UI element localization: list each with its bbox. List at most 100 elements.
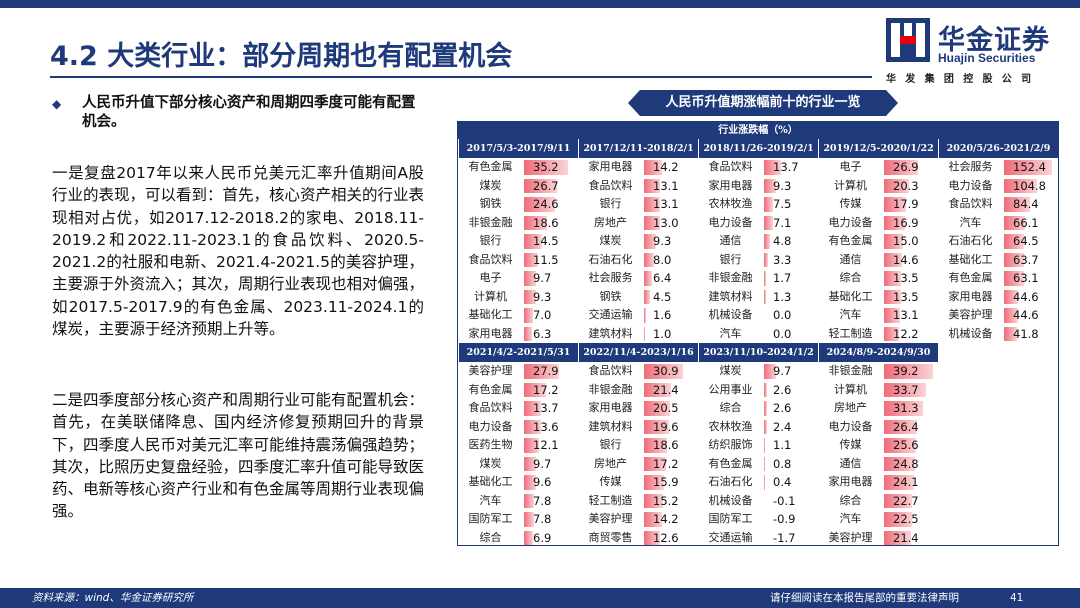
return-value: 12.2 xyxy=(893,326,919,341)
return-value: 0.0 xyxy=(773,326,792,341)
industry-name: 家用电器 xyxy=(588,160,633,173)
value-bar xyxy=(644,326,646,341)
industry-name: 基础化工 xyxy=(948,252,993,266)
industry-name: 综合 xyxy=(839,271,862,284)
industry-name: 食品饮料 xyxy=(468,252,513,266)
table-row: 美容护理 14.2 xyxy=(578,510,698,529)
industry-name: 非银金融 xyxy=(588,382,633,396)
value-bar xyxy=(644,215,661,230)
table-row: 非银金融 21.4 xyxy=(578,381,698,400)
legal-notice: 请仔细阅读在本报告尾部的重要法律声明 xyxy=(770,592,959,604)
return-value: 0.8 xyxy=(773,456,792,471)
value-bar xyxy=(884,512,913,527)
table-row: 银行 18.6 xyxy=(578,436,698,455)
table-row: 基础化工 13.5 xyxy=(818,288,938,307)
industry-name: 综合 xyxy=(839,493,862,507)
table-row: 计算机 33.7 xyxy=(818,381,938,400)
value-bar xyxy=(1004,178,1037,193)
return-value: 6.4 xyxy=(653,271,672,285)
table-row: 房地产 31.3 xyxy=(818,399,938,418)
return-value: 2.6 xyxy=(773,382,792,397)
return-value: 63.1 xyxy=(1013,271,1039,285)
value-bar xyxy=(884,271,901,286)
return-value: 24.6 xyxy=(533,197,559,211)
table-row: 有色金属 17.2 xyxy=(458,381,578,400)
return-value: 66.1 xyxy=(1013,215,1039,230)
industry-name: 汽车 xyxy=(839,512,862,525)
value-bar xyxy=(524,271,537,286)
value-bar xyxy=(884,308,901,323)
return-value: 41.8 xyxy=(1013,326,1039,341)
return-value: 31.3 xyxy=(893,401,919,415)
industry-name: 家用电器 xyxy=(588,401,633,414)
industry-name: 汽车 xyxy=(839,308,862,321)
return-value: 13.5 xyxy=(893,289,919,304)
table-row: 石油石化 8.0 xyxy=(578,251,698,270)
industry-name: 电力设备 xyxy=(828,419,873,433)
industry-name: 计算机 xyxy=(474,289,507,303)
industry-name: 电力设备 xyxy=(468,419,513,433)
value-bar xyxy=(644,475,664,490)
table-row: 房地产 13.0 xyxy=(578,214,698,233)
value-bar xyxy=(764,456,765,471)
value-bar xyxy=(524,289,536,304)
return-value: 1.6 xyxy=(653,308,672,322)
value-bar xyxy=(644,364,683,379)
industry-name: 美容护理 xyxy=(588,512,633,525)
return-value: 13.7 xyxy=(773,160,799,174)
period-header: 2023/11/10-2024/1/2 xyxy=(698,343,818,362)
value-bar xyxy=(884,364,933,379)
industry-name: 非银金融 xyxy=(828,364,873,377)
return-value: 20.3 xyxy=(893,178,919,193)
return-value: 35.2 xyxy=(533,160,559,174)
return-value: 0.0 xyxy=(773,308,792,322)
table-row: 食品饮料 84.4 xyxy=(938,195,1058,214)
return-value: -1.7 xyxy=(773,530,796,545)
source-note: 资料来源：wind、华金证券研究所 xyxy=(32,592,194,604)
return-value: 15.2 xyxy=(653,493,679,508)
table-row: 家用电器 14.2 xyxy=(578,158,698,177)
value-bar xyxy=(884,178,910,193)
table-row: 通信 14.6 xyxy=(818,251,938,270)
table-row: 家用电器 24.1 xyxy=(818,473,938,492)
return-value: 17.2 xyxy=(533,382,559,397)
return-value: 26.4 xyxy=(893,419,919,434)
table-row: 食品饮料 11.5 xyxy=(458,251,578,270)
table-row: 汽车 22.5 xyxy=(818,510,938,529)
period-header: 2018/11/26-2019/2/1 xyxy=(698,139,818,158)
return-value: 4.8 xyxy=(773,234,792,248)
return-value: 15.0 xyxy=(893,234,919,248)
industry-name: 计算机 xyxy=(834,178,867,192)
industry-name: 公用事业 xyxy=(708,382,753,396)
value-bar xyxy=(644,382,671,397)
key-point-text: 人民币升值下部分核心资产和周期四季度可能有配置机会。 xyxy=(82,95,416,130)
industry-name: 基础化工 xyxy=(468,308,513,321)
industry-name: 交通运输 xyxy=(708,530,753,544)
table-row: 房地产 17.2 xyxy=(578,455,698,474)
return-value: 7.5 xyxy=(773,197,792,211)
return-value: 9.3 xyxy=(653,234,672,248)
return-value: 9.7 xyxy=(773,364,792,378)
industry-name: 农林牧渔 xyxy=(708,419,753,433)
table-row: 商贸零售 12.6 xyxy=(578,529,698,548)
industry-name: 交通运输 xyxy=(588,308,633,321)
value-bar xyxy=(644,308,646,323)
value-bar xyxy=(644,178,661,193)
industry-name: 综合 xyxy=(719,401,742,414)
value-bar xyxy=(524,438,540,453)
industry-name: 食品饮料 xyxy=(588,178,633,192)
value-bar xyxy=(1004,289,1018,304)
table-row: 通信 24.8 xyxy=(818,455,938,474)
return-value: 2.4 xyxy=(773,419,792,434)
value-bar xyxy=(1004,308,1018,323)
period-header: 2017/5/3-2017/9/11 xyxy=(458,139,578,158)
return-value: 18.6 xyxy=(533,215,559,230)
value-bar xyxy=(884,530,911,545)
value-bar xyxy=(1004,252,1024,267)
industry-name: 医药生物 xyxy=(468,438,513,451)
value-bar xyxy=(524,326,532,341)
table-row: 银行 3.3 xyxy=(698,251,818,270)
return-value: 24.8 xyxy=(893,456,919,471)
footer-bar: 资料来源：wind、华金证券研究所 请仔细阅读在本报告尾部的重要法律声明 41 xyxy=(0,588,1080,608)
table-row: 钢铁 24.6 xyxy=(458,195,578,214)
